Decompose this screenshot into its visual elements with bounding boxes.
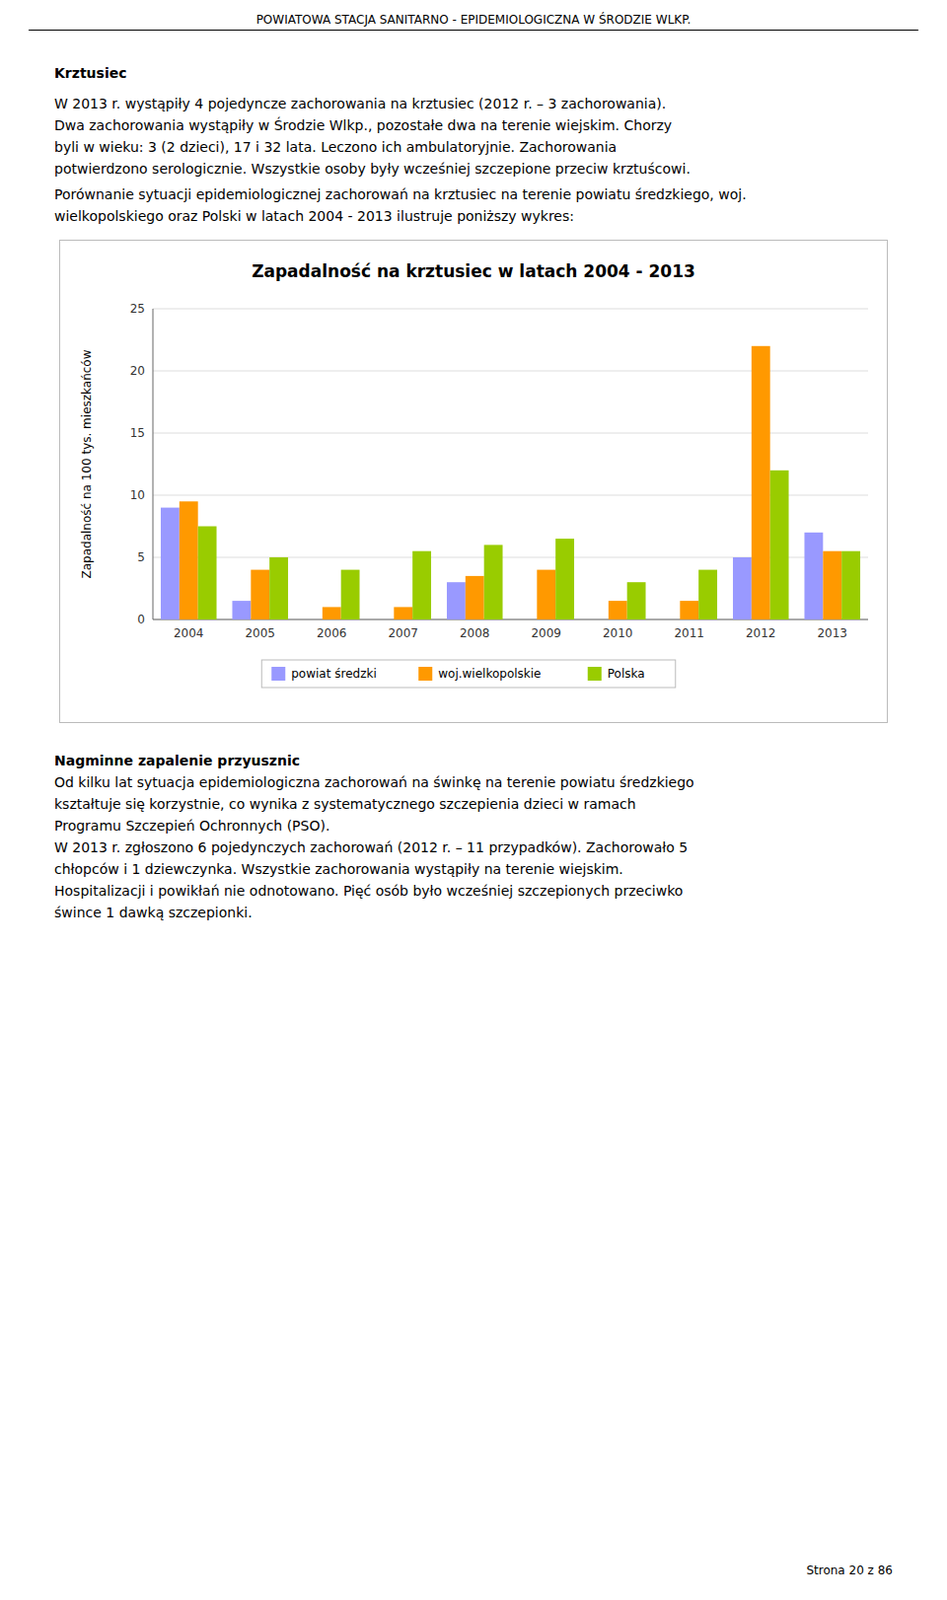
bar: [412, 551, 432, 620]
paragraph-line: śwince 1 dawką szczepionki.: [54, 902, 253, 923]
section-heading: Nagminne zapalenie przyusznic: [54, 750, 300, 771]
y-tick-label: 15: [130, 426, 146, 440]
bar: [160, 508, 180, 620]
bar: [484, 544, 504, 620]
page-header: POWIATOWA STACJA SANITARNO - EPIDEMIOLOG…: [0, 9, 947, 30]
y-tick-label: 5: [137, 550, 146, 565]
paragraph-line: byli w wieku: 3 (2 dzieci), 17 i 32 lata…: [54, 137, 617, 157]
bar: [446, 582, 466, 620]
bar: [698, 570, 718, 620]
y-tick-label: 0: [137, 612, 146, 627]
paragraph-line: Hospitalizacji i powikłań nie odnotowano…: [54, 880, 683, 901]
paragraph-line: Od kilku lat sytuacja epidemiologiczna z…: [54, 772, 695, 793]
legend-swatch: [587, 666, 602, 681]
paragraph-line: kształtuje się korzystnie, co wynika z s…: [54, 794, 637, 814]
paragraph-line: potwierdzono serologicznie. Wszystkie os…: [54, 158, 691, 179]
paragraph-line: Dwa zachorowania wystąpiły w Środzie Wlk…: [54, 115, 672, 136]
chart-frame: [60, 240, 888, 724]
x-tick-label: 2010: [602, 626, 634, 641]
y-tick-label: 20: [130, 364, 146, 378]
bar: [660, 619, 680, 621]
bar: [322, 606, 342, 620]
x-tick-label: 2013: [816, 626, 848, 641]
chart: Zapadalność na krztusiec w latach 2004 -…: [59, 239, 888, 724]
legend-label: Polska: [607, 666, 646, 681]
bar: [627, 582, 647, 620]
bar: [822, 551, 842, 620]
x-tick-label: 2011: [673, 626, 705, 641]
bar: [250, 570, 270, 620]
paragraph-line: chłopców i 1 dziewczynka. Wszystkie zach…: [54, 859, 624, 879]
bars: [160, 346, 861, 620]
header-rule: [28, 29, 919, 31]
y-axis-label: Zapadalność na 100 tys. mieszkańców: [79, 349, 94, 579]
bar: [589, 619, 609, 621]
x-tick-label: 2009: [530, 626, 562, 641]
bar: [732, 557, 752, 620]
bar: [608, 600, 628, 620]
paragraph-line: Porównanie sytuacji epidemiologicznej za…: [54, 184, 747, 205]
bar: [303, 619, 323, 621]
page-number: Strona 20 z 86: [805, 1560, 893, 1581]
paragraph-line: W 2013 r. zgłoszono 6 pojedynczych zacho…: [54, 837, 688, 858]
bar: [393, 606, 413, 620]
legend-swatch: [271, 666, 286, 681]
x-tick-label: 2004: [173, 626, 205, 641]
legend: powiat średzki woj.wielkopolskie Polska: [261, 659, 676, 688]
bar: [841, 551, 861, 620]
x-tick-label: 2006: [316, 626, 348, 641]
y-tick-label: 10: [130, 488, 146, 503]
paragraph-line: wielkopolskiego oraz Polski w latach 200…: [54, 206, 575, 226]
chart-title: Zapadalność na krztusiec w latach 2004 -…: [251, 261, 696, 282]
x-tick-label: 2008: [459, 626, 491, 641]
x-tick-label: 2005: [244, 626, 276, 641]
section-heading: Krztusiec: [54, 63, 128, 83]
paragraph-line: W 2013 r. wystąpiły 4 pojedyncze zachoro…: [54, 93, 666, 114]
bar: [517, 619, 537, 621]
bar: [536, 570, 556, 620]
bar: [751, 346, 771, 620]
y-axis-line: [152, 308, 154, 620]
bar: [803, 532, 823, 620]
legend-frame: [261, 659, 676, 688]
bar: [179, 501, 199, 620]
bar: [269, 557, 289, 620]
bar: [465, 576, 485, 620]
y-tick-label: 25: [130, 301, 146, 316]
legend-label: woj.wielkopolskie: [437, 666, 541, 681]
x-tick-label: 2012: [745, 626, 777, 641]
bar: [374, 619, 394, 621]
bar: [198, 526, 218, 621]
bar: [231, 600, 251, 620]
legend-label: powiat średzki: [291, 666, 376, 681]
bar: [555, 538, 575, 620]
legend-swatch: [418, 666, 433, 681]
bar: [770, 470, 790, 620]
x-tick-label: 2007: [387, 626, 419, 641]
grid-line: [152, 308, 869, 310]
bar: [341, 570, 361, 620]
bar: [679, 600, 699, 620]
paragraph-line: Programu Szczepień Ochronnych (PSO).: [54, 815, 330, 836]
